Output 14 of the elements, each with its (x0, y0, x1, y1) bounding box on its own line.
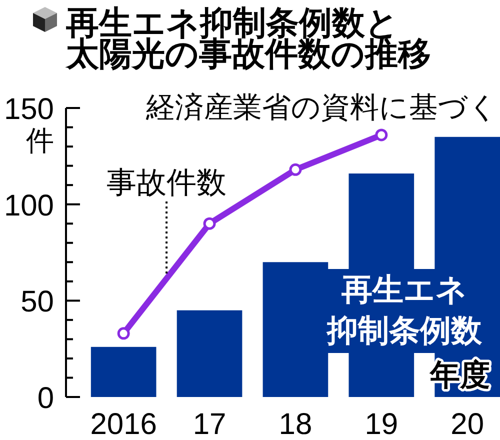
series-label: 抑制条例数 (326, 313, 482, 348)
ytick-label: 50 (20, 286, 54, 319)
ytick-label: 100 (4, 189, 54, 222)
xtick-label: 2016 (90, 408, 157, 440)
series-label: 事故件数 (106, 166, 227, 200)
xtick-label: 19 (364, 408, 398, 440)
ytick-label: 0 (37, 382, 54, 415)
series-label: 再生エネ (341, 272, 468, 307)
ylabel: 件 (26, 125, 54, 156)
annotation: 経済産業省の資料に基づく (146, 92, 498, 124)
xtick-label: 17 (192, 408, 226, 440)
ytick-label: 150 (4, 93, 54, 126)
xtick-label: 18 (278, 408, 312, 440)
xtick-label: 20 (450, 408, 484, 440)
